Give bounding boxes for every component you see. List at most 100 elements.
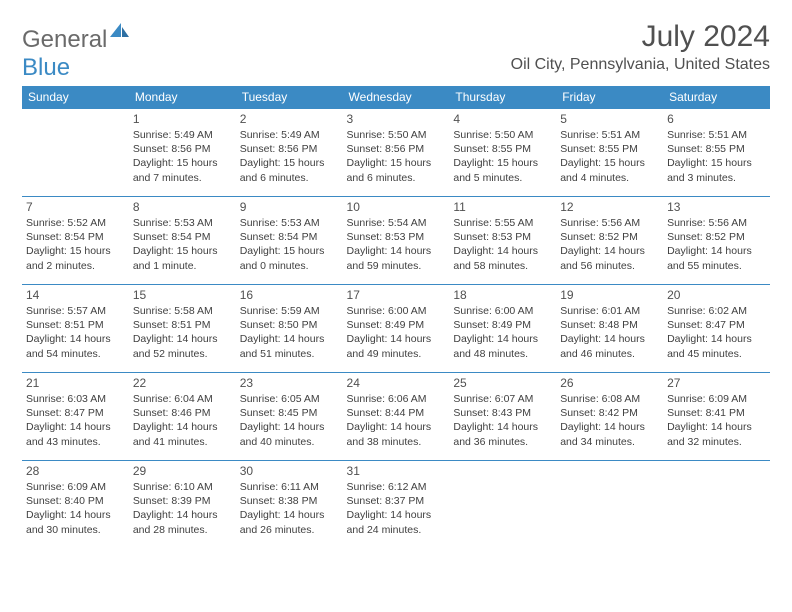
daylight-text: Daylight: 14 hours and 24 minutes.: [347, 508, 446, 536]
sunset-text: Sunset: 8:39 PM: [133, 494, 232, 508]
calendar-day-cell: 31 Sunrise: 6:12 AMSunset: 8:37 PMDayligh…: [343, 461, 450, 549]
day-number: 27: [667, 376, 766, 390]
calendar-day-cell: [449, 461, 556, 549]
sunset-text: Sunset: 8:38 PM: [240, 494, 339, 508]
calendar-week-row: 21Sunrise: 6:03 AMSunset: 8:47 PMDayligh…: [22, 373, 770, 461]
daylight-text: Daylight: 15 hours and 7 minutes.: [133, 156, 232, 184]
calendar-page: GeneralBlue July 2024 Oil City, Pennsylv…: [0, 0, 792, 549]
daylight-text: Daylight: 14 hours and 51 minutes.: [240, 332, 339, 360]
page-header: GeneralBlue July 2024 Oil City, Pennsylv…: [22, 20, 770, 82]
daylight-text: Daylight: 14 hours and 56 minutes.: [560, 244, 659, 272]
day-info: Sunrise: 6:00 AMSunset: 8:49 PMDaylight:…: [453, 304, 552, 361]
calendar-day-cell: 15Sunrise: 5:58 AMSunset: 8:51 PMDayligh…: [129, 285, 236, 373]
calendar-day-cell: 1Sunrise: 5:49 AMSunset: 8:56 PMDaylight…: [129, 109, 236, 197]
calendar-day-cell: 20Sunrise: 6:02 AMSunset: 8:47 PMDayligh…: [663, 285, 770, 373]
day-number: 28: [26, 464, 125, 478]
sunrise-text: Sunrise: 5:56 AM: [560, 216, 659, 230]
daylight-text: Daylight: 14 hours and 54 minutes.: [26, 332, 125, 360]
weekday-header: Tuesday: [236, 86, 343, 109]
day-info: Sunrise: 5:49 AMSunset: 8:56 PMDaylight:…: [240, 128, 339, 185]
daylight-text: Daylight: 14 hours and 26 minutes.: [240, 508, 339, 536]
sunrise-text: Sunrise: 5:49 AM: [133, 128, 232, 142]
day-info: Sunrise: 6:01 AMSunset: 8:48 PMDaylight:…: [560, 304, 659, 361]
sunset-text: Sunset: 8:55 PM: [560, 142, 659, 156]
day-number: 9: [240, 200, 339, 214]
day-info: Sunrise: 6:04 AMSunset: 8:46 PMDaylight:…: [133, 392, 232, 449]
calendar-day-cell: 12Sunrise: 5:56 AMSunset: 8:52 PMDayligh…: [556, 197, 663, 285]
logo-text-general: General: [22, 26, 107, 53]
day-info: Sunrise: 5:57 AMSunset: 8:51 PMDaylight:…: [26, 304, 125, 361]
sunrise-text: Sunrise: 5:58 AM: [133, 304, 232, 318]
sunrise-text: Sunrise: 5:57 AM: [26, 304, 125, 318]
sunset-text: Sunset: 8:50 PM: [240, 318, 339, 332]
day-number: 16: [240, 288, 339, 302]
calendar-day-cell: 7Sunrise: 5:52 AMSunset: 8:54 PMDaylight…: [22, 197, 129, 285]
logo: GeneralBlue: [22, 20, 130, 82]
day-number: 6: [667, 112, 766, 126]
calendar-day-cell: 21Sunrise: 6:03 AMSunset: 8:47 PMDayligh…: [22, 373, 129, 461]
day-info: Sunrise: 6:08 AMSunset: 8:42 PMDaylight:…: [560, 392, 659, 449]
sunrise-text: Sunrise: 6:09 AM: [667, 392, 766, 406]
daylight-text: Daylight: 15 hours and 1 minute.: [133, 244, 232, 272]
sunset-text: Sunset: 8:48 PM: [560, 318, 659, 332]
day-number: 17: [347, 288, 446, 302]
sunrise-text: Sunrise: 6:03 AM: [26, 392, 125, 406]
calendar-day-cell: 2Sunrise: 5:49 AMSunset: 8:56 PMDaylight…: [236, 109, 343, 197]
daylight-text: Daylight: 14 hours and 55 minutes.: [667, 244, 766, 272]
day-number: 3: [347, 112, 446, 126]
day-number: 13: [667, 200, 766, 214]
sunset-text: Sunset: 8:53 PM: [347, 230, 446, 244]
weekday-header: Sunday: [22, 86, 129, 109]
daylight-text: Daylight: 14 hours and 41 minutes.: [133, 420, 232, 448]
sunrise-text: Sunrise: 6:01 AM: [560, 304, 659, 318]
daylight-text: Daylight: 14 hours and 58 minutes.: [453, 244, 552, 272]
sunrise-text: Sunrise: 5:51 AM: [667, 128, 766, 142]
day-info: Sunrise: 5:50 AMSunset: 8:55 PMDaylight:…: [453, 128, 552, 185]
daylight-text: Daylight: 14 hours and 30 minutes.: [26, 508, 125, 536]
calendar-day-cell: 30Sunrise: 6:11 AMSunset: 8:38 PMDayligh…: [236, 461, 343, 549]
sunrise-text: Sunrise: 6:12 AM: [347, 480, 446, 494]
day-number: 7: [26, 200, 125, 214]
day-info: Sunrise: 5:55 AMSunset: 8:53 PMDaylight:…: [453, 216, 552, 273]
day-info: Sunrise: 5:56 AMSunset: 8:52 PMDaylight:…: [667, 216, 766, 273]
daylight-text: Daylight: 14 hours and 59 minutes.: [347, 244, 446, 272]
sunrise-text: Sunrise: 6:00 AM: [453, 304, 552, 318]
calendar-day-cell: 9Sunrise: 5:53 AMSunset: 8:54 PMDaylight…: [236, 197, 343, 285]
daylight-text: Daylight: 14 hours and 46 minutes.: [560, 332, 659, 360]
daylight-text: Daylight: 14 hours and 49 minutes.: [347, 332, 446, 360]
sunrise-text: Sunrise: 5:49 AM: [240, 128, 339, 142]
sunrise-text: Sunrise: 6:06 AM: [347, 392, 446, 406]
day-number: 1: [133, 112, 232, 126]
daylight-text: Daylight: 14 hours and 45 minutes.: [667, 332, 766, 360]
day-number: 18: [453, 288, 552, 302]
weekday-header: Wednesday: [343, 86, 450, 109]
day-number: 19: [560, 288, 659, 302]
daylight-text: Daylight: 14 hours and 48 minutes.: [453, 332, 552, 360]
calendar-day-cell: 28Sunrise: 6:09 AMSunset: 8:40 PMDayligh…: [22, 461, 129, 549]
calendar-day-cell: 29Sunrise: 6:10 AMSunset: 8:39 PMDayligh…: [129, 461, 236, 549]
sunrise-text: Sunrise: 6:02 AM: [667, 304, 766, 318]
day-info: Sunrise: 6:12 AMSunset: 8:37 PMDaylight:…: [347, 480, 446, 537]
day-info: Sunrise: 5:51 AMSunset: 8:55 PMDaylight:…: [560, 128, 659, 185]
sunset-text: Sunset: 8:37 PM: [347, 494, 446, 508]
sunrise-text: Sunrise: 5:50 AM: [453, 128, 552, 142]
daylight-text: Daylight: 15 hours and 3 minutes.: [667, 156, 766, 184]
calendar-body: 1 Sunrise: 5:49 AMSunset: 8:56 PMDaylight…: [22, 109, 770, 549]
day-info: Sunrise: 6:00 AMSunset: 8:49 PMDaylight:…: [347, 304, 446, 361]
day-number: 31: [347, 464, 446, 478]
calendar-day-cell: 18 Sunrise: 6:00 AMSunset: 8:49 PMDayligh…: [449, 285, 556, 373]
sunset-text: Sunset: 8:53 PM: [453, 230, 552, 244]
day-info: Sunrise: 6:10 AMSunset: 8:39 PMDaylight:…: [133, 480, 232, 537]
weekday-header: Monday: [129, 86, 236, 109]
sunrise-text: Sunrise: 5:55 AM: [453, 216, 552, 230]
sunrise-text: Sunrise: 5:53 AM: [240, 216, 339, 230]
sunset-text: Sunset: 8:44 PM: [347, 406, 446, 420]
weekday-header: Friday: [556, 86, 663, 109]
sunset-text: Sunset: 8:51 PM: [26, 318, 125, 332]
day-info: Sunrise: 5:58 AMSunset: 8:51 PMDaylight:…: [133, 304, 232, 361]
sunset-text: Sunset: 8:41 PM: [667, 406, 766, 420]
calendar-day-cell: 13 Sunrise: 5:56 AMSunset: 8:52 PMDayligh…: [663, 197, 770, 285]
day-info: Sunrise: 5:56 AMSunset: 8:52 PMDaylight:…: [560, 216, 659, 273]
day-number: 11: [453, 200, 552, 214]
sunrise-text: Sunrise: 6:05 AM: [240, 392, 339, 406]
